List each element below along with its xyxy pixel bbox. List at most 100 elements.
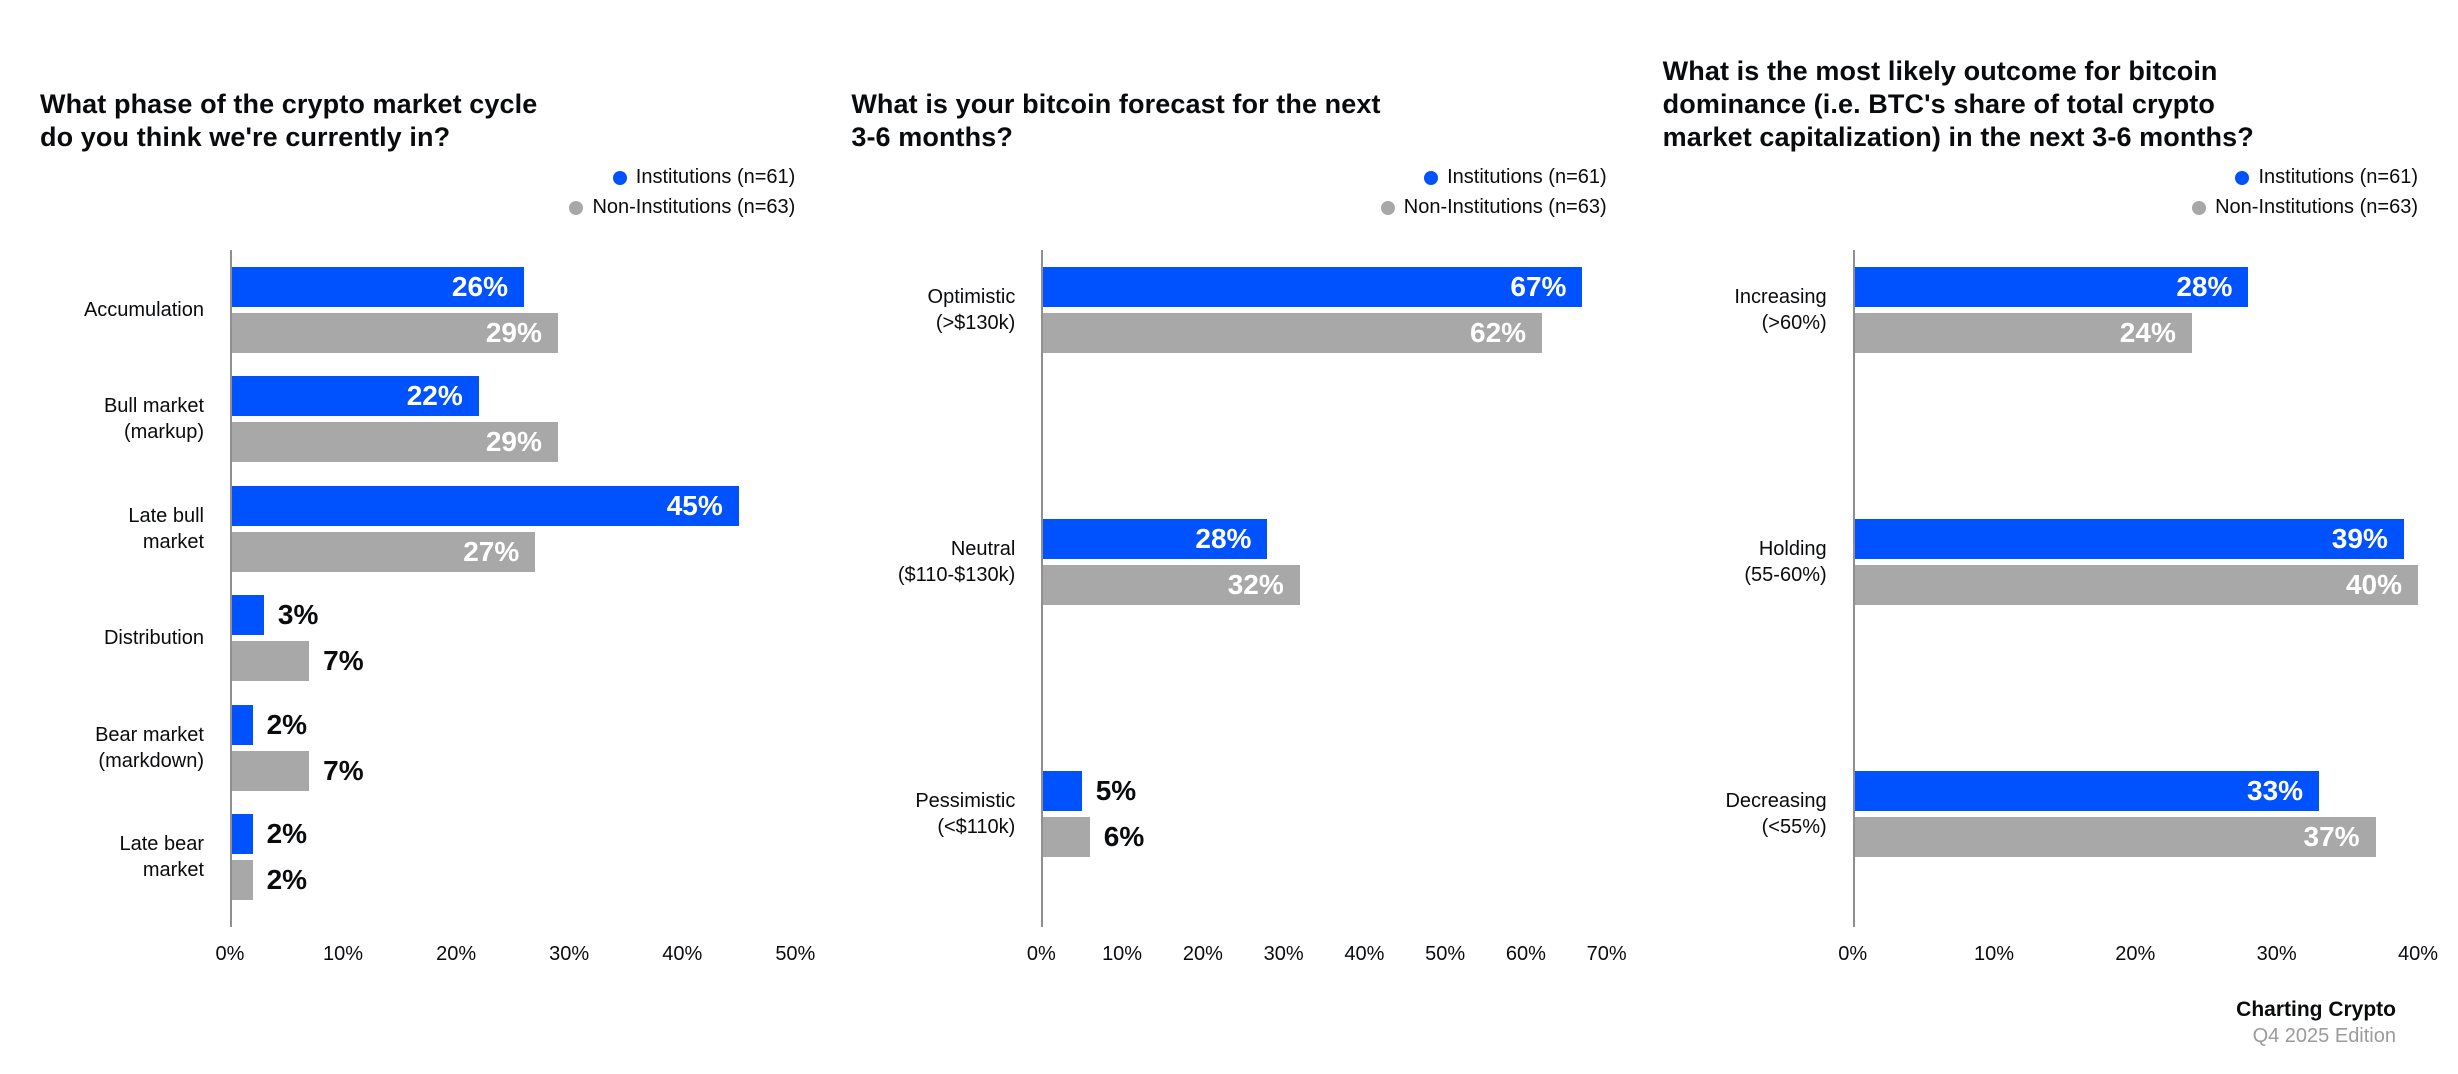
bar-row: 3%: [230, 595, 795, 636]
category-label: Bear market (markdown): [95, 723, 204, 772]
bar-value-label: 28%: [2176, 271, 2233, 302]
report-title: Charting Crypto: [2236, 998, 2396, 1021]
bar-value-label: 22%: [406, 380, 463, 412]
bar-institutions: [1041, 771, 1082, 811]
bar-group: Increasing (>60%) 28% 24%: [1663, 267, 2418, 353]
bar-value-label: 2%: [266, 817, 308, 849]
category-label: Decreasing (<55%): [1725, 790, 1827, 838]
bar-value-label: 33%: [2247, 775, 2304, 806]
bar-non-institutions: [230, 859, 253, 900]
y-axis-line: [1852, 250, 1855, 927]
bar-non-institutions: [230, 531, 536, 572]
bar-institutions: [230, 485, 739, 526]
bar-group: Distribution 3% 7%: [40, 595, 795, 682]
bar-pair: 33% 37%: [1852, 771, 2418, 857]
bar-row: 24%: [1852, 313, 2418, 353]
bar-row: 62%: [1041, 313, 1606, 353]
category-label: Optimistic (>$130k): [927, 286, 1016, 334]
x-axis-tick-label: 0%: [1838, 943, 1868, 965]
bar-non-institutions: [1852, 565, 2418, 605]
bar-row: 2%: [230, 813, 795, 854]
bar-non-institutions: [1852, 313, 2192, 353]
legend: Institutions (n=61) Non-Institutions (n=…: [40, 166, 795, 224]
bar-non-institutions: [230, 313, 558, 353]
bar-value-label: 5%: [1095, 775, 1137, 806]
bar-pair: 2% 2%: [230, 813, 795, 900]
legend-item-non-institutions: Non-Institutions (n=63): [1380, 196, 1607, 219]
chart-panel-bitcoin-forecast: What is your bitcoin forecast for the ne…: [851, 22, 1626, 973]
legend-item-non-institutions: Non-Institutions (n=63): [569, 196, 795, 219]
bar-group: Pessimistic (<$110k) 5% 6%: [851, 771, 1606, 857]
chart-title: What phase of the crypto market cycle do…: [40, 89, 538, 153]
bar-row: 29%: [230, 422, 795, 463]
legend-dot-non-institutions-icon: [1380, 200, 1395, 215]
x-axis-tick-label: 10%: [1102, 943, 1143, 965]
legend-label-institutions: Institutions (n=61): [635, 166, 796, 188]
x-axis-tick-label: 50%: [1425, 943, 1466, 965]
chart-panel-market-cycle: What phase of the crypto market cycle do…: [40, 22, 815, 973]
bar-non-institutions: [1041, 565, 1300, 605]
category-label: Distribution: [103, 627, 204, 650]
legend-label-institutions: Institutions (n=61): [1447, 166, 1607, 188]
bar-row: 7%: [230, 750, 795, 791]
bar-value-label: 29%: [485, 426, 542, 458]
category-label: Bull market (markup): [103, 395, 204, 444]
legend: Institutions (n=61) Non-Institutions (n=…: [1663, 166, 2418, 224]
plot-area: Accumulation 26% 29% Bull market (markup) 22…: [40, 250, 795, 927]
bar-pair: 26% 29%: [230, 267, 795, 353]
plot-area: Increasing (>60%) 28% 24% Holding (55-60%) 3…: [1663, 250, 2418, 927]
plot-area: Optimistic (>$130k) 67% 62% Neutral ($110-$…: [851, 250, 1606, 927]
charts-container: What phase of the crypto market cycle do…: [40, 22, 2438, 973]
x-axis-tick-label: 40%: [1344, 943, 1385, 965]
bar-value-label: 2%: [266, 863, 308, 895]
bar-institutions: [230, 813, 253, 854]
x-axis-tick-label: 40%: [662, 943, 703, 965]
bar-institutions: [1041, 519, 1268, 559]
legend-dot-institutions-icon: [1424, 170, 1439, 185]
bar-row: 28%: [1041, 519, 1606, 559]
legend-label-non-institutions: Non-Institutions (n=63): [592, 196, 796, 218]
bar-group: Accumulation 26% 29%: [40, 267, 795, 353]
bar-row: 28%: [1852, 267, 2418, 307]
bar-pair: 45% 27%: [230, 485, 795, 572]
bar-value-label: 40%: [2345, 569, 2402, 600]
bar-institutions: [230, 376, 479, 417]
bar-value-label: 28%: [1195, 523, 1252, 554]
bar-group: Bear market (markdown) 2% 7%: [40, 704, 795, 791]
report-footer: Charting Crypto Q4 2025 Edition: [2236, 998, 2396, 1048]
bar-value-label: 6%: [1103, 821, 1145, 852]
bar-value-label: 32%: [1227, 569, 1284, 600]
legend-dot-institutions-icon: [612, 170, 627, 185]
bar-institutions: [230, 267, 524, 307]
legend-label-institutions: Institutions (n=61): [2258, 166, 2418, 188]
legend-label-non-institutions: Non-Institutions (n=63): [2215, 196, 2418, 218]
bar-row: 5%: [1041, 771, 1606, 811]
x-axis-tick-label: 10%: [323, 943, 364, 965]
bar-pair: 39% 40%: [1852, 519, 2418, 605]
bar-institutions: [230, 704, 253, 745]
x-axis-tick-label: 30%: [1263, 943, 1304, 965]
x-axis-tick-label: 30%: [2256, 943, 2297, 965]
bar-row: 7%: [230, 641, 795, 682]
bar-non-institutions: [230, 750, 310, 791]
bar-pair: 5% 6%: [1041, 771, 1606, 857]
bar-non-institutions: [1852, 817, 2376, 857]
bar-value-label: 2%: [266, 708, 308, 740]
x-axis-tick-label: 10%: [1973, 943, 2014, 965]
category-label: Late bull market: [128, 504, 204, 553]
x-axis-tick-label: 0%: [1026, 943, 1056, 965]
bar-group: Bull market (markup) 22% 29%: [40, 376, 795, 463]
category-label: Holding (55-60%): [1744, 538, 1827, 586]
bar-row: 37%: [1852, 817, 2418, 857]
bar-institutions: [1852, 267, 2249, 307]
bar-row: 32%: [1041, 565, 1606, 605]
legend-item-non-institutions: Non-Institutions (n=63): [2192, 196, 2418, 219]
bar-value-label: 39%: [2331, 523, 2388, 554]
x-axis-tick-label: 20%: [436, 943, 477, 965]
category-label: Pessimistic (<$110k): [915, 790, 1016, 838]
bar-institutions: [1041, 267, 1583, 307]
bar-row: 45%: [230, 485, 795, 526]
category-label: Neutral ($110-$130k): [897, 538, 1016, 586]
bar-value-label: 24%: [2119, 317, 2176, 348]
